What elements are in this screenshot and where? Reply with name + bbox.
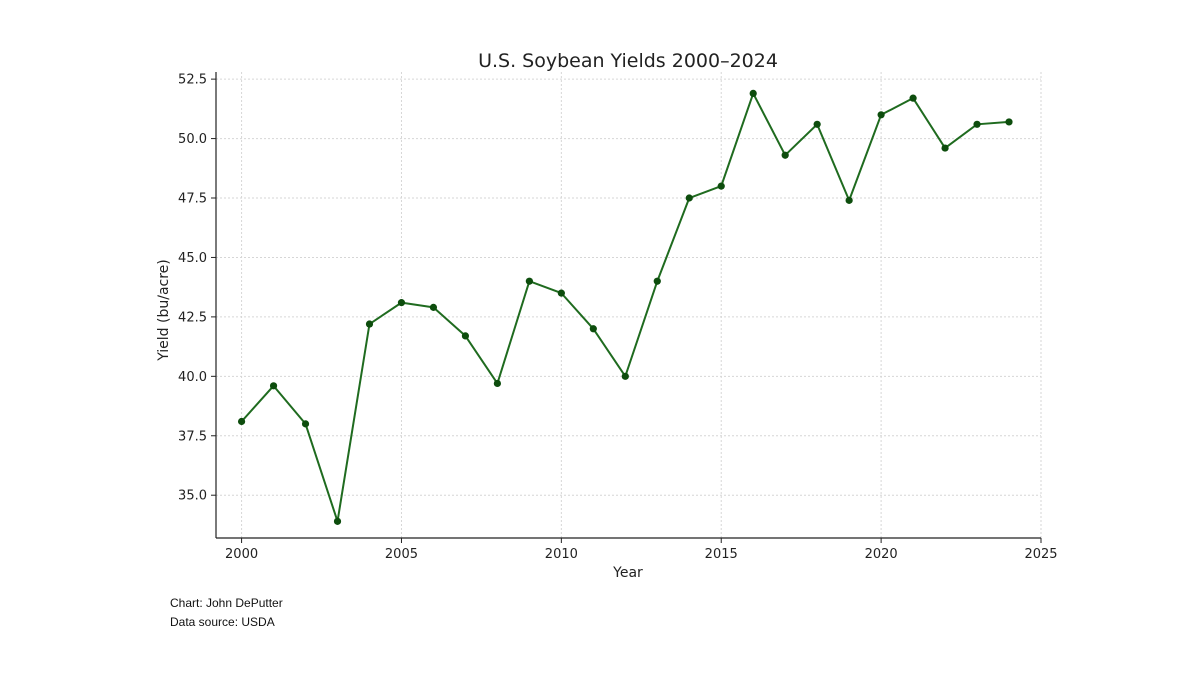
yield-point-2023 bbox=[973, 120, 981, 128]
grid-lines bbox=[216, 72, 1042, 538]
yield-point-2014 bbox=[685, 194, 693, 202]
yield-point-2012 bbox=[621, 372, 629, 380]
yield-point-2021 bbox=[909, 94, 917, 102]
x-tick-label: 2005 bbox=[385, 547, 418, 562]
yield-point-2008 bbox=[493, 379, 501, 388]
chart-credits: Chart: John DePutter Data source: USDA bbox=[170, 594, 283, 632]
yield-point-2002 bbox=[301, 420, 310, 428]
y-axis-label: Yield (bu/acre) bbox=[156, 259, 172, 362]
yield-point-2000 bbox=[237, 417, 246, 426]
yield-point-2017 bbox=[781, 151, 789, 159]
yield-point-2006 bbox=[429, 303, 438, 311]
yield-line bbox=[240, 92, 1010, 523]
yield-point-2013 bbox=[653, 277, 661, 285]
tick-labels: 2000 2005 2010 2015 2020 2025 35.0 37.5 40.0 42.5… bbox=[178, 73, 1058, 562]
yield-point-2004 bbox=[365, 320, 374, 328]
yield-point-2018 bbox=[813, 120, 821, 128]
x-tick-label: 2020 bbox=[865, 547, 898, 562]
x-tick-label: 2000 bbox=[225, 547, 258, 562]
x-tick-label: 2025 bbox=[1024, 547, 1057, 562]
y-tick-label: 47.5 bbox=[178, 192, 207, 207]
data-source: Data source: USDA bbox=[170, 615, 275, 629]
yield-point-2003 bbox=[333, 517, 342, 525]
yield-point-2007 bbox=[461, 332, 470, 340]
yield-point-2016 bbox=[749, 89, 757, 97]
soybean-yield-line-chart: U.S. Soybean Yields 2000–2024 2000 2005 20… bbox=[156, 50, 1058, 581]
yield-point-2010 bbox=[557, 289, 565, 297]
yield-point-2009 bbox=[525, 277, 533, 285]
x-tick-label: 2010 bbox=[545, 547, 578, 562]
yield-series bbox=[237, 89, 1013, 525]
chart-author: Chart: John DePutter bbox=[170, 596, 283, 610]
y-tick-label: 50.0 bbox=[178, 132, 207, 147]
yield-point-2019 bbox=[845, 196, 853, 204]
yield-point-2020 bbox=[877, 111, 885, 119]
axes bbox=[211, 72, 1042, 543]
yield-point-2024 bbox=[1005, 118, 1013, 126]
yield-point-2005 bbox=[397, 299, 406, 307]
y-tick-label: 45.0 bbox=[178, 251, 207, 266]
y-tick-label: 40.0 bbox=[178, 370, 207, 385]
yield-point-2015 bbox=[717, 182, 725, 190]
y-tick-label: 35.0 bbox=[178, 489, 207, 504]
yield-point-2011 bbox=[589, 325, 597, 333]
y-tick-label: 37.5 bbox=[178, 429, 207, 444]
y-tick-label: 42.5 bbox=[178, 310, 207, 325]
yield-point-2022 bbox=[941, 144, 949, 152]
x-axis-label: Year bbox=[612, 565, 643, 581]
chart-title: U.S. Soybean Yields 2000–2024 bbox=[478, 50, 778, 72]
x-tick-label: 2015 bbox=[705, 547, 738, 562]
yield-point-2001 bbox=[269, 382, 278, 390]
y-tick-label: 52.5 bbox=[178, 73, 207, 88]
